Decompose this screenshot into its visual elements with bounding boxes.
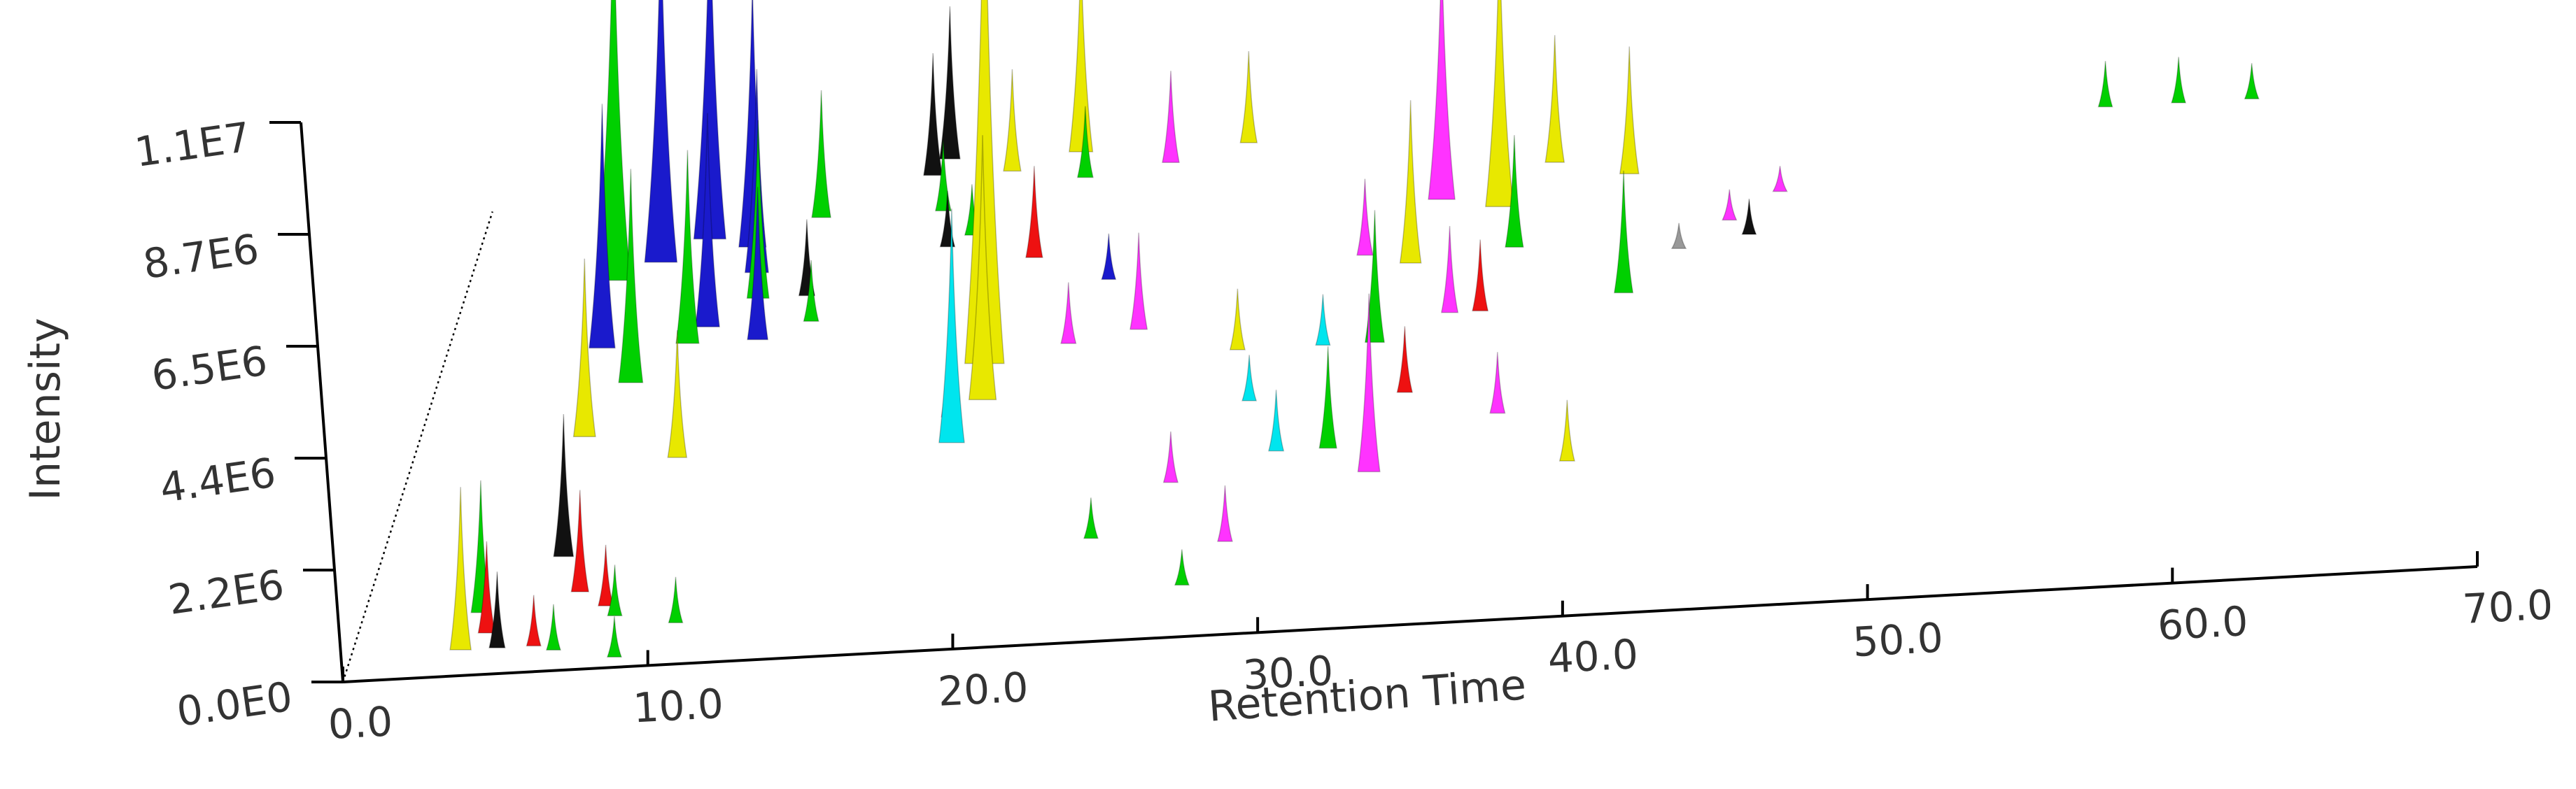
chromatogram-peak xyxy=(934,139,952,212)
chromatogram-peak xyxy=(1318,346,1337,449)
x-axis-line xyxy=(342,565,2478,683)
x-tick-label: 0.0 xyxy=(327,697,394,748)
chromatogram-peak xyxy=(1060,282,1077,344)
chromatogram-peak xyxy=(938,208,965,443)
chromatogram-peak xyxy=(1558,399,1575,462)
chromatogram-peak xyxy=(1428,0,1456,200)
y-tick-label: 6.5E6 xyxy=(148,337,270,400)
chromatogram-peak xyxy=(449,487,472,651)
chromatogram-peak xyxy=(1440,226,1459,313)
chromatogram-peak xyxy=(811,90,831,218)
y-tick-label: 2.2E6 xyxy=(165,561,287,624)
axes: 0.0E0 2.2E6 4.4E6 6.5E6 8.7E6 1.1E7 0.0 10.0 20… xyxy=(132,113,2554,749)
chromatogram-peak xyxy=(939,190,956,248)
x-tick-label: 30.0 xyxy=(1241,647,1335,699)
chromatogram-peak xyxy=(1722,189,1738,221)
chromatogram-peak xyxy=(1101,233,1117,280)
chromatogram-peak xyxy=(2097,61,2113,108)
chromatogram-peak xyxy=(1356,178,1374,256)
y-tick-group: 0.0E0 2.2E6 4.4E6 6.5E6 8.7E6 1.1E7 xyxy=(132,113,343,736)
chromatogram-peak xyxy=(747,187,769,341)
chromatogram-peak xyxy=(964,0,1005,364)
chromatogram-peak xyxy=(545,604,561,651)
chromatogram-peak xyxy=(477,541,496,634)
chromatogram-peak xyxy=(1239,51,1258,143)
depth-axis-line xyxy=(342,211,493,683)
chromatogram-peak xyxy=(923,53,943,176)
chromatogram-peak xyxy=(1399,100,1422,264)
chromatogram-peak xyxy=(644,0,678,263)
chromatogram-peak xyxy=(572,258,596,438)
chromatogram-peak xyxy=(1076,106,1094,178)
chromatogram-peak xyxy=(597,544,614,606)
chromatogram-peak xyxy=(1229,288,1246,350)
chromatogram-peak xyxy=(667,330,688,458)
y-tick-label: 1.1E7 xyxy=(132,113,253,176)
chromatogram-peak xyxy=(488,571,506,648)
y-tick-label: 4.4E6 xyxy=(157,449,279,512)
chromatogram-peak xyxy=(2171,57,2187,104)
chromatogram-peak xyxy=(1613,170,1634,294)
chromatogram-peak xyxy=(1083,497,1099,539)
x-tick-group: 0.0 10.0 20.0 30.0 40.0 50.0 60.0 70.0 xyxy=(327,551,2554,748)
chromatogram-peak xyxy=(607,564,623,616)
chromatogram-peak xyxy=(1619,46,1640,175)
chromatogram-peak xyxy=(938,6,961,159)
chromatogram-peak xyxy=(968,135,997,401)
chromatogram-peak xyxy=(589,104,616,349)
chromatogram-peak xyxy=(693,0,727,240)
chromatogram-peak xyxy=(1489,352,1506,414)
x-tick-label: 50.0 xyxy=(1852,614,1945,667)
chromatogram-peak xyxy=(1069,0,1094,152)
x-tick-label: 60.0 xyxy=(2156,597,2249,650)
chromatogram-peak xyxy=(1162,431,1179,483)
chromatogram-peak xyxy=(1241,355,1258,401)
chromatogram-peak xyxy=(570,490,590,592)
chromatogram-peak xyxy=(1315,294,1331,346)
chromatogram-peak xyxy=(668,576,684,623)
chromatogram-peak xyxy=(1268,390,1285,452)
chromatogram-peak xyxy=(1505,135,1524,248)
chromatogram-peak xyxy=(1025,166,1043,258)
chromatogram-peak xyxy=(675,150,700,344)
chromatogram-peak xyxy=(1003,69,1022,172)
chromatogram-peak xyxy=(1129,232,1148,330)
chromatogram-peak xyxy=(1396,326,1414,393)
chromatogram-peak xyxy=(1472,239,1489,312)
chromatogram-peak xyxy=(526,595,542,647)
chromatogram-peak xyxy=(1174,549,1190,586)
chromatogram-peak xyxy=(1485,0,1514,208)
x-tick-label: 70.0 xyxy=(2461,581,2554,633)
chromatogram-peak xyxy=(1217,485,1233,542)
x-tick-label: 10.0 xyxy=(632,680,725,732)
x-tick-label: 40.0 xyxy=(1547,630,1640,683)
x-tick-label: 20.0 xyxy=(937,663,1030,716)
y-axis-line xyxy=(300,122,344,683)
chromatogram-peak xyxy=(618,169,644,383)
chromatogram-peak xyxy=(553,413,575,557)
chromatogram-peak xyxy=(803,260,819,322)
chromatogram-peak xyxy=(1357,293,1381,473)
chromatogram-peak xyxy=(694,113,720,327)
chromatogram-peak xyxy=(1772,166,1788,192)
chromatogram-peak xyxy=(1544,35,1565,163)
peak-group xyxy=(449,0,2260,658)
chromatogram-peak xyxy=(1741,199,1757,235)
y-tick-label: 8.7E6 xyxy=(140,225,262,288)
chromatogram-peak xyxy=(2244,63,2260,100)
y-tick-label: 0.0E0 xyxy=(174,673,295,736)
chromatogram-peak xyxy=(606,616,623,658)
chromatogram-peak xyxy=(1670,222,1687,249)
y-axis-title: Intensity xyxy=(21,318,70,500)
chromatogram-peak xyxy=(1162,71,1180,163)
